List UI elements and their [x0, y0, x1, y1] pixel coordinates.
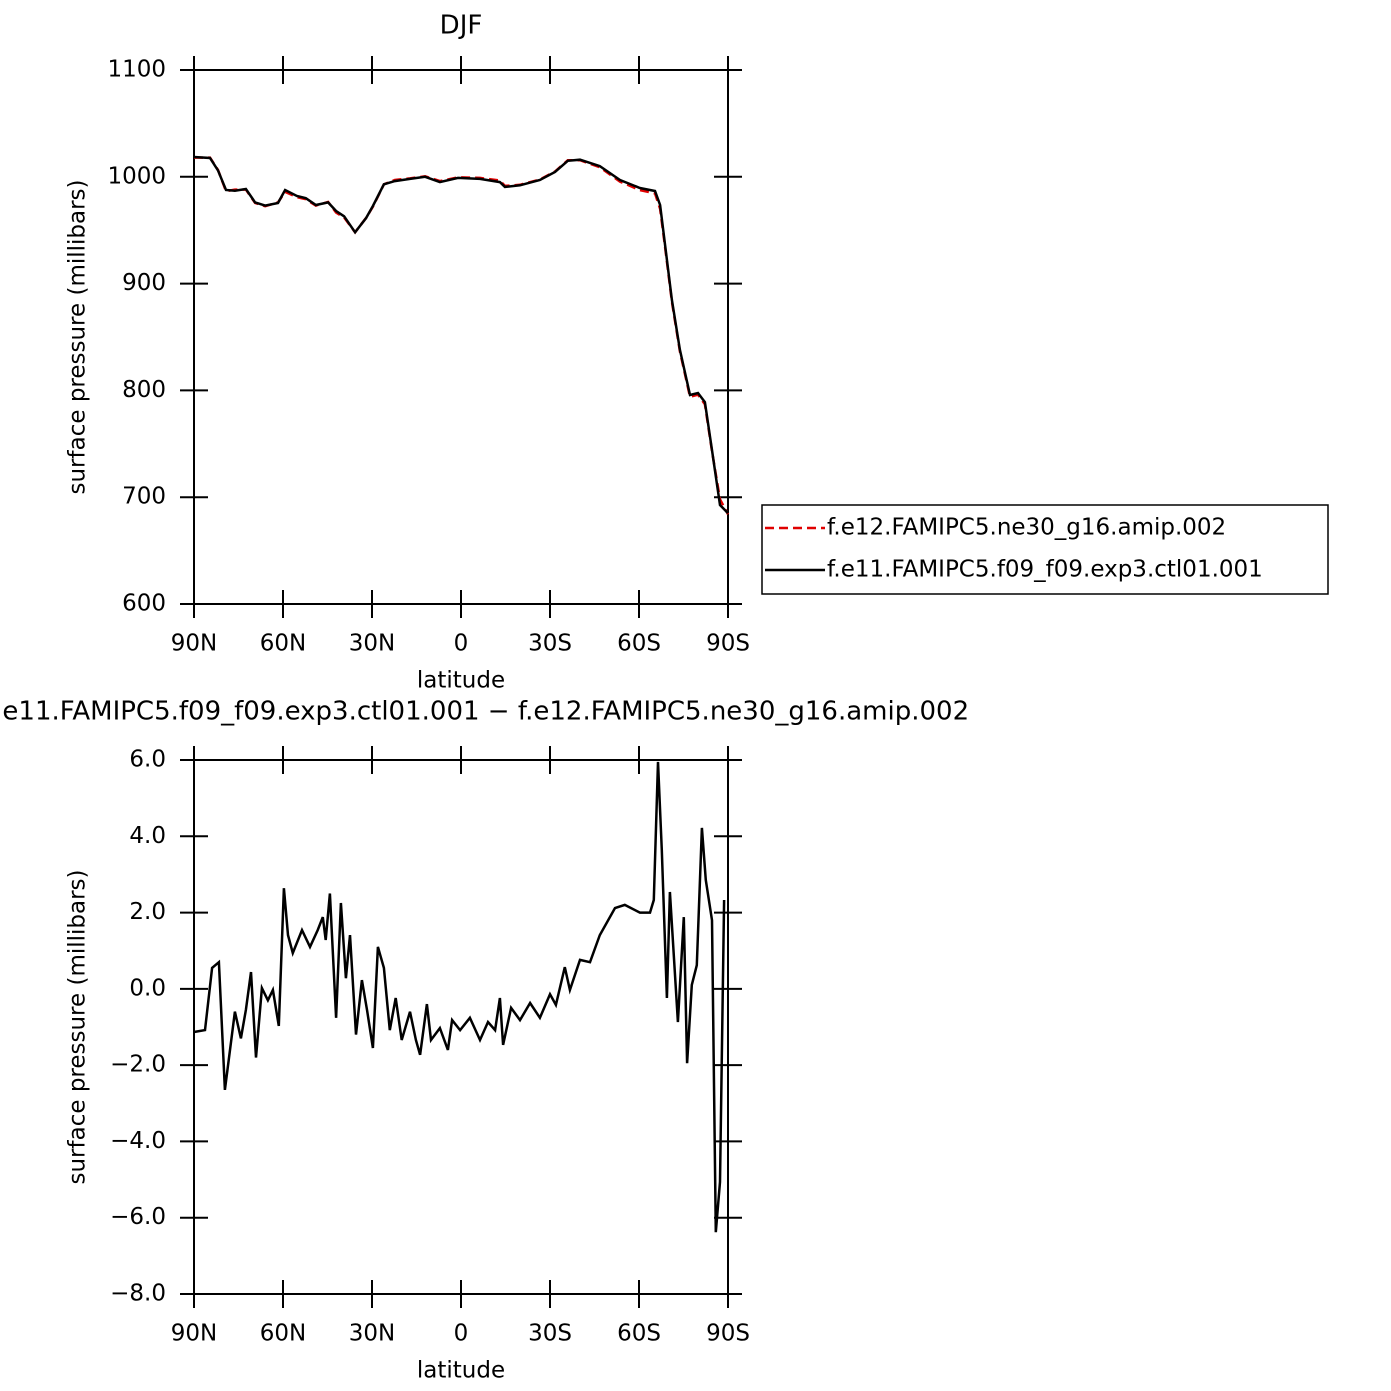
x-tick-label: 30S — [528, 631, 572, 657]
y-tick-label: −4.0 — [110, 1128, 166, 1154]
chart-title: f.e11.FAMIPC5.f09_f09.exp3.ctl01.001 − f… — [0, 697, 969, 727]
x-tick-label: 60S — [617, 1321, 661, 1347]
chart-title: DJF — [440, 11, 483, 41]
x-tick-label: 90S — [706, 631, 750, 657]
y-tick-label: −8.0 — [110, 1281, 166, 1307]
data-line — [193, 155, 729, 515]
x-axis-label: latitude — [417, 668, 505, 694]
x-tick-label: 0 — [454, 631, 469, 657]
y-tick-label: 6.0 — [129, 747, 166, 773]
legend-label: f.e12.FAMIPC5.ne30_g16.amip.002 — [827, 515, 1226, 541]
y-tick-label: −2.0 — [110, 1052, 166, 1078]
y-tick-label: −6.0 — [110, 1204, 166, 1230]
data-line — [194, 156, 730, 515]
x-tick-label: 30N — [349, 1321, 395, 1347]
x-tick-label: 60N — [260, 631, 306, 657]
x-axis-label: latitude — [417, 1358, 505, 1384]
x-tick-label: 90N — [171, 1321, 217, 1347]
y-axis-label: surface pressure (millibars) — [65, 179, 91, 494]
y-tick-label: 1100 — [107, 57, 166, 83]
y-axis-label: surface pressure (millibars) — [65, 869, 91, 1184]
y-tick-label: 4.0 — [129, 823, 166, 849]
y-tick-label: 2.0 — [129, 899, 166, 925]
plot-frame — [193, 759, 729, 1295]
y-tick-label: 1000 — [107, 163, 166, 189]
data-line — [193, 761, 726, 1233]
x-tick-label: 30N — [349, 631, 395, 657]
y-tick-label: 800 — [122, 377, 166, 403]
x-tick-label: 30S — [528, 1321, 572, 1347]
x-tick-label: 90N — [171, 631, 217, 657]
legend-label: f.e11.FAMIPC5.f09_f09.exp3.ctl01.001 — [827, 557, 1263, 583]
y-tick-label: 900 — [122, 270, 166, 296]
x-tick-label: 60N — [260, 1321, 306, 1347]
legend-box — [761, 504, 1329, 595]
plot-frame — [193, 69, 729, 605]
x-tick-label: 90S — [706, 1321, 750, 1347]
x-tick-label: 60S — [617, 631, 661, 657]
x-tick-label: 0 — [454, 1321, 469, 1347]
y-tick-label: 0.0 — [129, 975, 166, 1001]
y-tick-label: 600 — [122, 591, 166, 617]
y-tick-label: 700 — [122, 484, 166, 510]
